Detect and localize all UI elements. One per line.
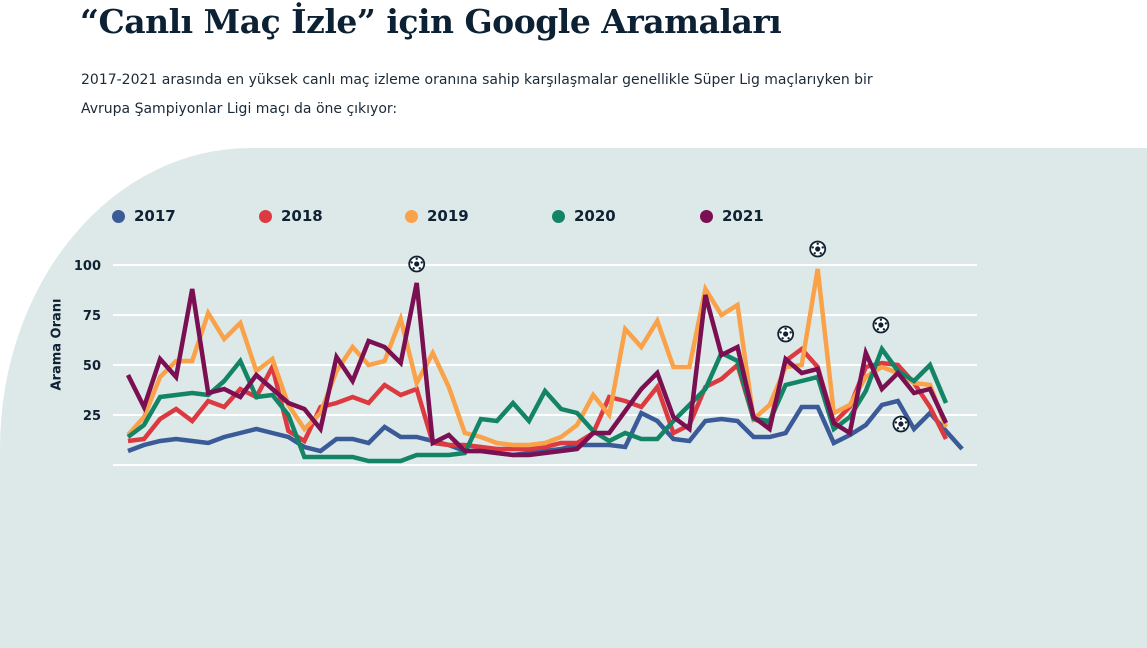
soccer-ball-icon — [809, 240, 827, 258]
page-subtitle: 2017-2021 arasında en yüksek canlı maç i… — [81, 66, 981, 124]
series-line-2020 — [126, 344, 949, 464]
legend-swatch — [405, 209, 418, 223]
legend-item-2020: 2020 — [552, 207, 616, 225]
soccer-ball-icon — [872, 316, 890, 334]
legend-item-2017: 2017 — [112, 207, 176, 225]
page-title: “Canlı Maç İzle” için Google Aramaları — [80, 2, 782, 41]
legend-swatch — [552, 209, 565, 223]
legend-label: 2019 — [427, 207, 469, 225]
soccer-ball-icon — [408, 255, 426, 273]
legend-item-2021: 2021 — [700, 207, 764, 225]
legend-label: 2020 — [574, 207, 616, 225]
legend-item-2018: 2018 — [259, 207, 323, 225]
y-tick-label: 25 — [83, 409, 101, 424]
soccer-ball-icon — [892, 415, 910, 433]
legend-swatch — [112, 209, 125, 223]
y-tick-label: 75 — [83, 309, 101, 324]
series-line-2019 — [126, 268, 949, 448]
soccer-ball-icon — [777, 325, 795, 343]
subtitle-line-2: Avrupa Şampiyonlar Ligi maçı da öne çıkı… — [81, 101, 398, 117]
legend-item-2019: 2019 — [405, 207, 469, 225]
legend-swatch — [700, 209, 713, 223]
y-tick-label: 50 — [83, 359, 101, 374]
line-chart: 25 50 75 100 — [74, 240, 977, 466]
legend-label: 2017 — [134, 207, 176, 225]
legend-label: 2018 — [281, 207, 323, 225]
legend-swatch — [259, 209, 272, 223]
series-line-2021 — [125, 282, 949, 458]
subtitle-line-1: 2017-2021 arasında en yüksek canlı maç i… — [81, 72, 873, 88]
legend-label: 2021 — [722, 207, 764, 225]
y-tick-label: 100 — [74, 259, 101, 274]
